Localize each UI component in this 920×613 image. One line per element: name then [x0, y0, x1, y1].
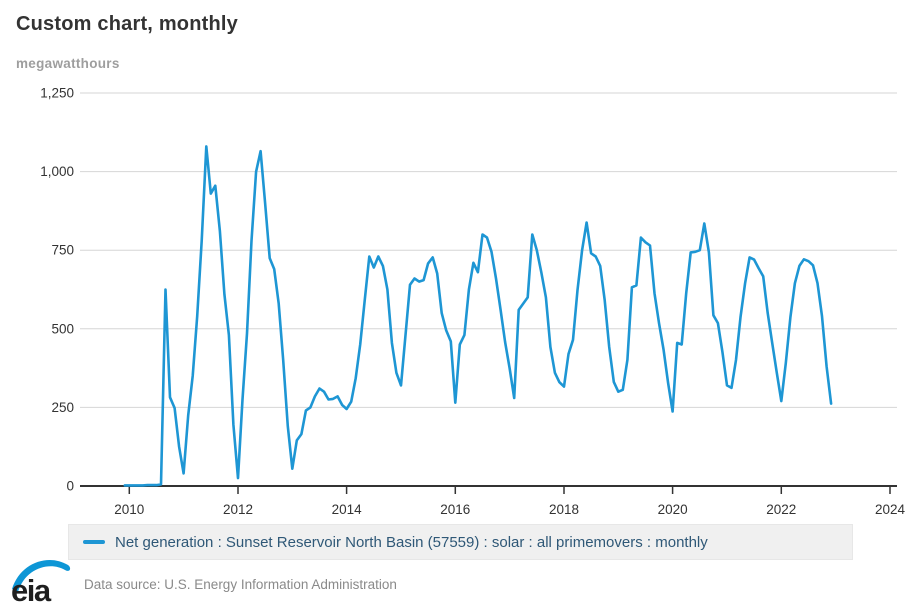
- eia-logo-swoosh: [12, 559, 71, 592]
- y-axis-tick-label: 0: [66, 479, 74, 494]
- x-axis-tick-label: 2022: [766, 502, 796, 517]
- series-line[interactable]: [123, 145, 833, 487]
- y-axis-tick-label: 1,250: [40, 86, 74, 101]
- y-axis-tick-label: 750: [51, 243, 74, 258]
- x-axis: 2010 2012 2014 2016 2018 2020 2022 2024: [80, 485, 906, 517]
- x-axis-tick-label: 2016: [440, 502, 470, 517]
- eia-logo: eia: [11, 559, 71, 607]
- page-title: Custom chart, monthly: [16, 13, 238, 35]
- x-axis-tick-label: 2020: [658, 502, 688, 517]
- x-axis-tick-label: 2014: [332, 502, 363, 517]
- x-axis-tick-label: 2024: [875, 502, 906, 517]
- x-axis-tick-label: 2012: [223, 502, 253, 517]
- eia-logo-text: eia: [11, 573, 52, 607]
- x-axis-tick-label: 2010: [114, 502, 144, 517]
- units-label: megawatthours: [16, 56, 120, 71]
- legend-line-swatch: [83, 540, 105, 544]
- legend-item[interactable]: Net generation : Sunset Reservoir North …: [69, 534, 708, 551]
- y-axis-tick-label: 1,000: [40, 164, 74, 179]
- legend: Net generation : Sunset Reservoir North …: [68, 524, 853, 560]
- y-axis-labels: 0 250 500 750 1,000 1,250: [40, 86, 74, 494]
- y-axis-tick-label: 500: [51, 321, 74, 336]
- y-gridlines: [80, 92, 897, 408]
- data-source: Data source: U.S. Energy Information Adm…: [84, 577, 397, 592]
- y-axis-tick-label: 250: [51, 400, 74, 415]
- x-axis-tick-label: 2018: [549, 502, 579, 517]
- legend-label: Net generation : Sunset Reservoir North …: [115, 533, 708, 551]
